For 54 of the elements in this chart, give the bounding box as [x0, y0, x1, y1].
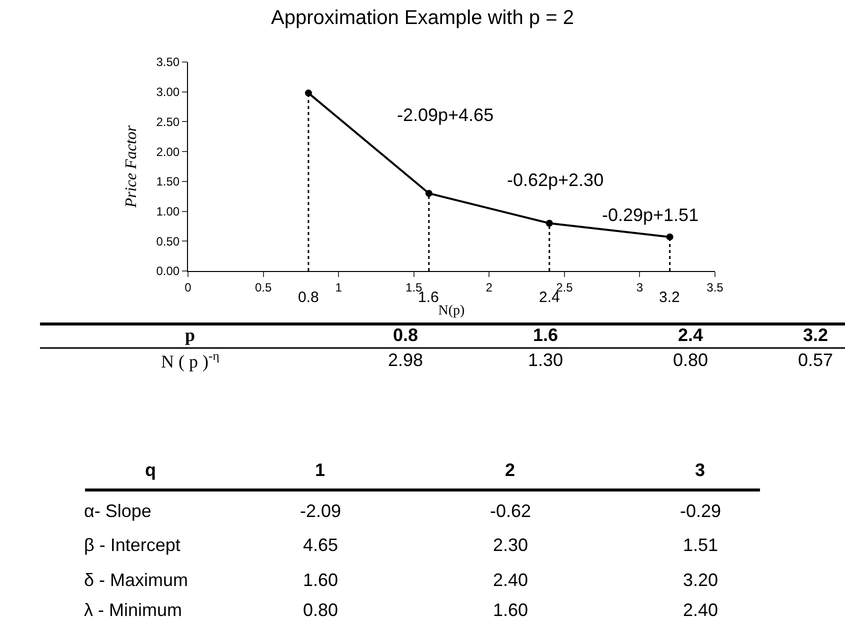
y-tick-label: 1.50: [156, 174, 180, 189]
point: [546, 220, 553, 227]
y-tick-label: 2.00: [156, 144, 180, 159]
text: 3.2: [803, 325, 828, 345]
text: 1.51: [683, 535, 718, 555]
text: α- Slope: [84, 501, 152, 521]
text: 2.40: [493, 570, 528, 590]
text: 3: [695, 460, 706, 480]
text: 1.30: [528, 350, 564, 370]
text: 1.60: [493, 600, 528, 620]
annotation: -2.09p+4.65: [397, 105, 494, 125]
text: -0.29: [680, 501, 722, 521]
y-tick-label: 0.00: [156, 264, 180, 278]
y-tick-label: 0.50: [156, 234, 180, 248]
text: 2.98: [388, 350, 424, 370]
x-tick-label: 0.5: [254, 280, 272, 294]
ref-line-label: 0.8: [298, 289, 319, 306]
text: N ( p )$^{-η}$: [161, 349, 220, 372]
annotation: -0.29p+1.51: [602, 205, 699, 225]
text: β - Intercept: [84, 535, 180, 555]
text: q: [145, 460, 156, 480]
text: 1.60: [303, 570, 338, 590]
text: 0.57: [798, 350, 834, 370]
text: 3.20: [683, 570, 718, 590]
x-axis-title: N(p): [438, 304, 466, 319]
annotation: -0.62p+2.30: [507, 170, 604, 190]
text: 0.80: [303, 600, 338, 620]
text: -2.09: [300, 501, 342, 521]
text: λ - Minimum: [84, 600, 182, 620]
x-tick-label: 1: [335, 280, 342, 294]
text: 4.65: [303, 535, 338, 555]
y-tick-label: 2.50: [156, 114, 180, 129]
x-tick-label: 3.5: [706, 280, 724, 294]
text: 1: [315, 460, 326, 480]
y-tick-label: 3.50: [156, 55, 180, 70]
text: p: [185, 325, 196, 345]
y-tick-label: 1.00: [156, 204, 180, 218]
chart-title: Approximation Example with p = 2: [271, 7, 574, 29]
point: [425, 190, 432, 197]
x-tick-label: 3: [636, 280, 644, 294]
text: -0.62: [490, 501, 532, 521]
x-tick-label: 2: [486, 280, 493, 294]
text: 0.80: [673, 350, 708, 370]
x-tick-label: 0: [184, 280, 192, 294]
ref-line-label: 3.2: [659, 289, 680, 306]
text: 1.6: [533, 325, 558, 345]
text: 2.40: [683, 600, 718, 620]
text: 2.30: [493, 535, 528, 555]
y-tick-label: 3.00: [156, 85, 180, 100]
text: 2.4: [678, 325, 704, 345]
text: 0.8: [393, 325, 418, 345]
text: 2: [505, 460, 516, 480]
y-axis-title: Price Factor: [123, 124, 140, 209]
text: δ - Maximum: [84, 570, 188, 590]
